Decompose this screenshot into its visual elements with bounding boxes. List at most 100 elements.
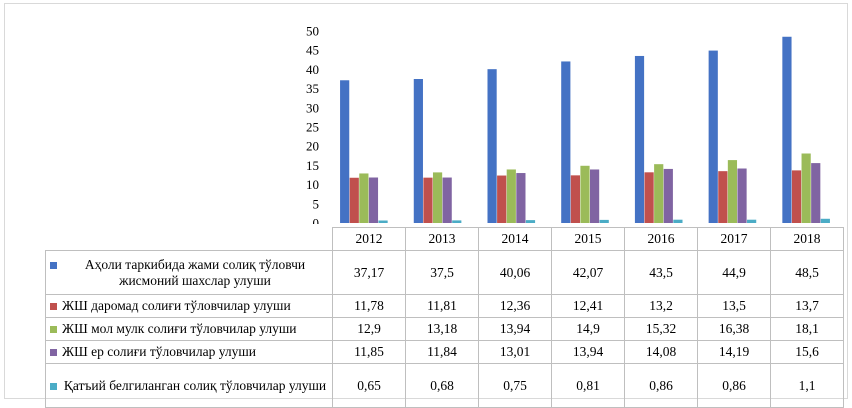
series-name: Қатъий белгиланган солиқ тўловчилар улуш… [63, 377, 327, 393]
bar-series-5-2017 [747, 219, 757, 223]
data-label: 1,1 [770, 363, 844, 408]
table-corner [45, 227, 333, 251]
bar-series-4-2015 [590, 169, 600, 223]
y-tick-label: 50 [306, 24, 319, 39]
data-label: 12,9 [332, 317, 406, 341]
bar-series-2-2015 [570, 175, 580, 223]
table-row: Аҳоли таркибида жами солиқ тўловчи жисмо… [45, 250, 844, 295]
bar-series-4-2014 [516, 173, 526, 223]
x-category-label: 2016 [624, 227, 698, 251]
table-row: ЖШ ер солиғи тўловчилар улуши 11,85 11,84 1… [45, 340, 844, 364]
y-tick-label: 25 [306, 120, 319, 135]
y-tick-label: 20 [306, 139, 319, 154]
legend-swatch [50, 326, 57, 333]
y-tick-label: 35 [306, 81, 319, 96]
bar-series-2-2017 [718, 171, 728, 223]
y-tick-label: 40 [306, 62, 319, 77]
bar-series-3-2015 [580, 165, 590, 223]
table-row: ЖШ мол мулк солиғи тўловчилар улуши 12,9 1… [45, 317, 844, 341]
data-label: 12,41 [551, 294, 625, 318]
data-label: 0,65 [332, 363, 406, 408]
data-label: 16,38 [697, 317, 771, 341]
data-label: 14,9 [551, 317, 625, 341]
bar-series-3-2013 [432, 172, 443, 223]
bar-series-4-2016 [663, 168, 673, 223]
x-category-label: 2014 [478, 227, 552, 251]
table-row: Қатъий белгиланган солиқ тўловчилар улуш… [45, 363, 844, 408]
y-tick-label: 10 [306, 177, 319, 192]
data-label: 18,1 [770, 317, 844, 341]
bar-series-1-2015 [561, 61, 571, 224]
bar-series-3-2016 [654, 164, 664, 223]
y-tick-label: 0 [313, 216, 320, 225]
x-category-label: 2013 [405, 227, 479, 251]
legend-swatch [50, 303, 57, 310]
series-name: ЖШ даромад солиғи тўловчилар улуши [62, 298, 291, 313]
bar-series-3-2018 [801, 153, 811, 223]
data-label: 0,86 [697, 363, 771, 408]
bar-series-5-2012 [378, 220, 388, 223]
bar-series-2-2012 [349, 177, 359, 223]
data-label: 13,2 [624, 294, 698, 318]
data-label: 15,32 [624, 317, 698, 341]
series-name: Аҳоли таркибида жами солиқ тўловчи жисмо… [84, 256, 306, 288]
data-label: 44,9 [697, 250, 771, 295]
bar-series-2-2018 [791, 170, 802, 223]
legend-swatch [50, 382, 57, 390]
legend-entry: ЖШ даромад солиғи тўловчилар улуши [45, 294, 333, 318]
data-label: 37,17 [332, 250, 406, 295]
data-label: 42,07 [551, 250, 625, 295]
data-label: 11,84 [405, 340, 479, 364]
x-category-label: 2015 [551, 227, 625, 251]
legend-entry: ЖШ ер солиғи тўловчилар улуши [45, 340, 333, 364]
y-tick-label: 30 [306, 100, 319, 115]
bar-series-4-2012 [368, 177, 379, 223]
data-label: 13,94 [551, 340, 625, 364]
series-name: ЖШ мол мулк солиғи тўловчилар улуши [62, 321, 297, 336]
legend-entry: Қатъий белгиланган солиқ тўловчилар улуш… [45, 363, 333, 408]
bar-series-2-2013 [423, 177, 433, 223]
data-label: 13,01 [478, 340, 552, 364]
bar-series-2-2016 [644, 172, 654, 223]
data-label: 13,94 [478, 317, 552, 341]
bar-series-1-2013 [413, 79, 423, 223]
legend-swatch [50, 261, 57, 269]
x-category-label: 2017 [697, 227, 771, 251]
legend-swatch [50, 349, 57, 356]
bar-series-3-2017 [727, 160, 738, 223]
bar-series-4-2013 [442, 177, 452, 223]
data-label: 13,5 [697, 294, 771, 318]
data-label: 11,78 [332, 294, 406, 318]
data-label: 0,86 [624, 363, 698, 408]
data-label: 11,85 [332, 340, 406, 364]
data-label: 11,81 [405, 294, 479, 318]
bar-series-5-2015 [599, 219, 609, 223]
y-tick-label: 45 [306, 43, 319, 58]
data-label: 43,5 [624, 250, 698, 295]
legend-entry: Аҳоли таркибида жами солиқ тўловчи жисмо… [45, 250, 333, 295]
data-label: 13,18 [405, 317, 479, 341]
data-label: 0,81 [551, 363, 625, 408]
bar-series-5-2016 [673, 219, 683, 223]
bar-series-1-2012 [340, 80, 350, 224]
bar-chart: 0 5 10 15 20 25 30 35 40 45 50 [306, 24, 830, 225]
data-label: 40,06 [478, 250, 552, 295]
data-label: 48,5 [770, 250, 844, 295]
table-header-row: 2012 2013 2014 2015 2016 2017 2018 [45, 227, 844, 251]
bar-series-1-2017 [708, 50, 718, 223]
series-name: ЖШ ер солиғи тўловчилар улуши [62, 344, 256, 359]
bar-series-2-2014 [497, 175, 507, 223]
data-label: 14,08 [624, 340, 698, 364]
bar-series-4-2018 [811, 163, 821, 223]
data-label: 14,19 [697, 340, 771, 364]
bar-series-5-2014 [525, 220, 536, 223]
chart-frame: 0 5 10 15 20 25 30 35 40 45 50 2012 2013 2014 2015 201… [4, 3, 848, 408]
data-table: 2012 2013 2014 2015 2016 2017 2018 Аҳоли таркиб… [45, 227, 844, 408]
data-label: 12,36 [478, 294, 552, 318]
bar-series-4-2017 [737, 168, 747, 223]
table-row: ЖШ даромад солиғи тўловчилар улуши 11,78 1… [45, 294, 844, 318]
bar-series-3-2012 [359, 173, 369, 223]
data-label: 0,68 [405, 363, 479, 408]
bar-series-1-2016 [634, 55, 645, 224]
data-label: 15,6 [770, 340, 844, 364]
